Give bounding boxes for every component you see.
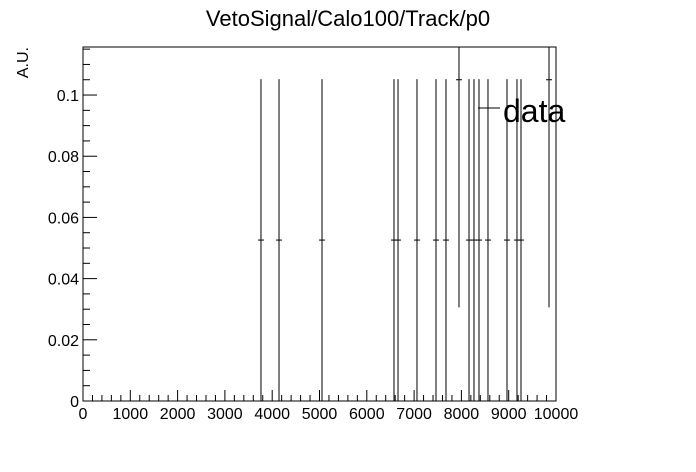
y-axis-label: A.U. <box>15 47 32 78</box>
plot-area <box>257 47 552 401</box>
data-point <box>257 79 264 401</box>
plot-frame <box>82 46 557 402</box>
data-point <box>455 47 462 308</box>
x-tick-label: 6000 <box>349 406 385 423</box>
y-tick-label: 0.04 <box>48 272 79 289</box>
y-tick-label: 0.02 <box>48 333 79 350</box>
x-tick-label: 3000 <box>207 406 243 423</box>
data-point <box>413 79 420 401</box>
x-tick-label: 0 <box>79 406 88 423</box>
x-tick-label: 10000 <box>534 406 579 423</box>
x-tick-label: 4000 <box>254 406 290 423</box>
x-tick-label: 7000 <box>396 406 432 423</box>
legend-label: data <box>503 93 565 129</box>
x-tick-label: 9000 <box>491 406 527 423</box>
y-tick-label: 0 <box>70 394 79 411</box>
data-point <box>276 79 283 401</box>
data-point <box>432 79 439 401</box>
data-point <box>395 79 402 401</box>
data-point <box>475 79 482 401</box>
data-point <box>470 79 477 401</box>
x-tick-label: 2000 <box>160 406 196 423</box>
data-point <box>319 79 326 401</box>
data-point <box>517 79 524 401</box>
x-tick-label: 5000 <box>302 406 338 423</box>
y-tick-label: 0.1 <box>57 88 79 105</box>
data-point <box>484 79 491 401</box>
x-tick-label: 1000 <box>113 406 149 423</box>
data-point <box>503 79 510 401</box>
y-tick-label: 0.06 <box>48 210 79 227</box>
y-tick-label: 0.08 <box>48 149 79 166</box>
x-tick-label: 8000 <box>444 406 480 423</box>
chart-title: VetoSignal/Calo100/Track/p0 <box>206 6 490 31</box>
data-point <box>442 79 449 401</box>
data-point <box>545 47 552 308</box>
